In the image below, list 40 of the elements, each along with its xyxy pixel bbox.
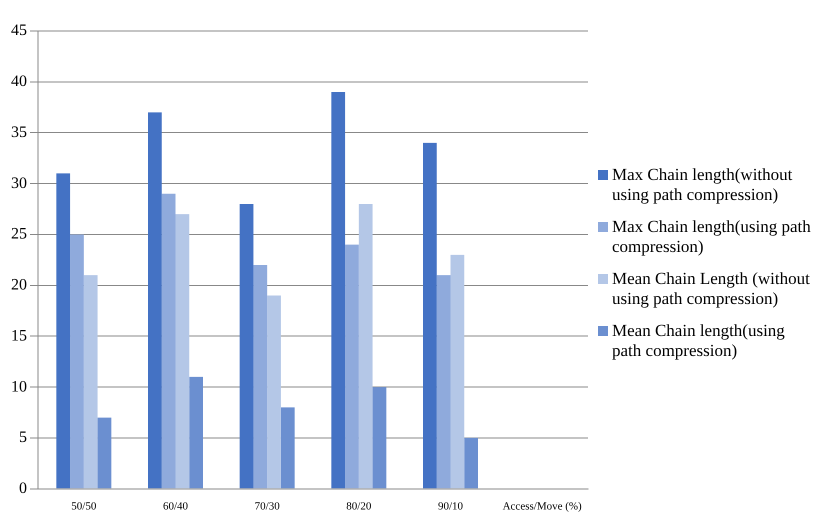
- bar: [98, 417, 112, 488]
- bar: [331, 92, 346, 488]
- bar: [253, 264, 268, 488]
- y-tick-label: 40: [11, 72, 27, 90]
- y-tick-label: 30: [11, 174, 27, 192]
- bar: [464, 437, 478, 488]
- bar: [345, 244, 359, 488]
- y-tick-label: 15: [11, 326, 27, 344]
- bar: [148, 112, 162, 488]
- bar: [423, 142, 437, 488]
- x-tick-label: 90/10: [438, 500, 464, 512]
- legend-label: Max Chain length(without using path compression): [612, 165, 794, 205]
- bar: [56, 172, 70, 488]
- legend-label: Max Chain length(using path compression): [612, 217, 812, 257]
- x-tick-label: 60/40: [162, 500, 189, 512]
- bar: [280, 406, 295, 488]
- bar: [189, 376, 203, 488]
- bar: [176, 214, 190, 488]
- x-tick-label: 50/50: [71, 500, 97, 512]
- bar: [450, 254, 464, 488]
- legend-label: Mean Chain length(using path compression): [612, 321, 786, 361]
- y-tick-label: 35: [11, 123, 27, 140]
- bar: [436, 274, 450, 488]
- bar: [240, 203, 254, 488]
- bar: [372, 386, 386, 488]
- y-tick-label: 0: [19, 480, 27, 497]
- bar: [70, 234, 84, 488]
- y-tick-label: 5: [19, 428, 27, 446]
- y-tick-label: 25: [11, 225, 27, 242]
- x-tick-label: 80/20: [346, 500, 372, 512]
- bar: [162, 193, 176, 488]
- x-tick-label: Access/Move (%): [502, 500, 582, 512]
- bar: [84, 274, 98, 488]
- legend-label: Mean Chain Length (without using path compression): [612, 269, 811, 309]
- y-tick-label: 20: [11, 276, 27, 294]
- bar: [267, 295, 281, 488]
- y-tick-label: 10: [11, 378, 27, 395]
- bar: [358, 203, 373, 488]
- x-tick-label: 70/30: [254, 500, 280, 512]
- y-tick-label: 45: [11, 22, 27, 39]
